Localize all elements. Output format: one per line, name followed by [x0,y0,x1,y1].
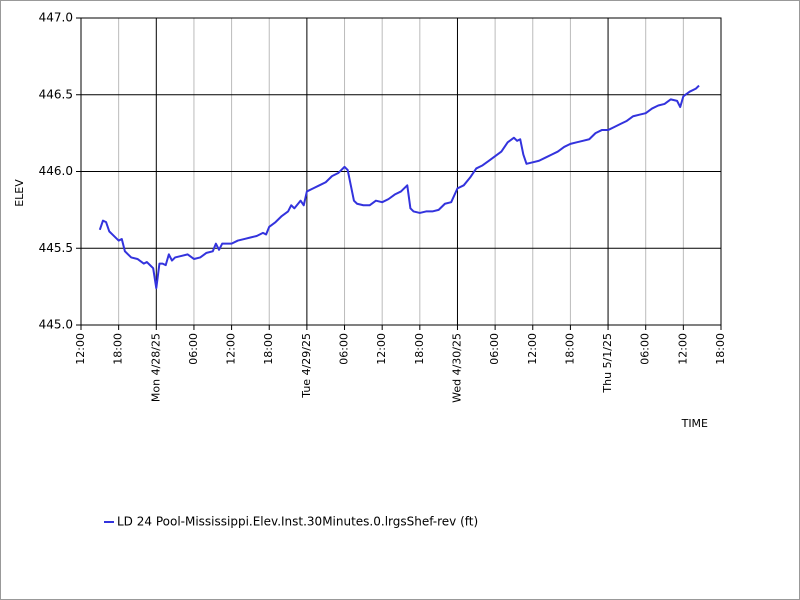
x-tick-label: Wed 4/30/25 [450,333,463,403]
legend-label: LD 24 Pool-Mississippi.Elev.Inst.30Minut… [117,515,478,529]
x-tick-label: Mon 4/28/25 [149,333,162,402]
x-tick-label: 12:00 [676,333,689,365]
x-tick-label: 18:00 [413,333,426,365]
y-tick-label: 446.0 [39,164,73,178]
x-tick-label: 06:00 [187,333,200,365]
y-tick-label: 445.5 [39,241,73,255]
x-tick-label: Thu 5/1/25 [601,333,614,394]
x-tick-label: 12:00 [375,333,388,365]
x-tick-label: 18:00 [112,333,125,365]
x-tick-label: 12:00 [74,333,87,365]
y-axis-label: ELEV [13,179,26,207]
x-tick-label: 06:00 [338,333,351,365]
y-tick-label: 447.0 [39,11,73,25]
y-tick-label: 446.5 [39,87,73,101]
x-tick-label: 06:00 [488,333,501,365]
x-tick-label: 18:00 [563,333,576,365]
x-tick-label: 12:00 [526,333,539,365]
y-tick-label: 445.0 [39,318,73,332]
x-tick-label: Tue 4/29/25 [300,333,313,399]
x-tick-label: 18:00 [714,333,727,365]
x-tick-label: 06:00 [639,333,652,365]
x-axis-label: TIME [681,417,708,430]
data-line [98,84,700,290]
x-tick-label: 12:00 [225,333,238,365]
plot-border [80,17,722,326]
x-tick-label: 18:00 [262,333,275,365]
